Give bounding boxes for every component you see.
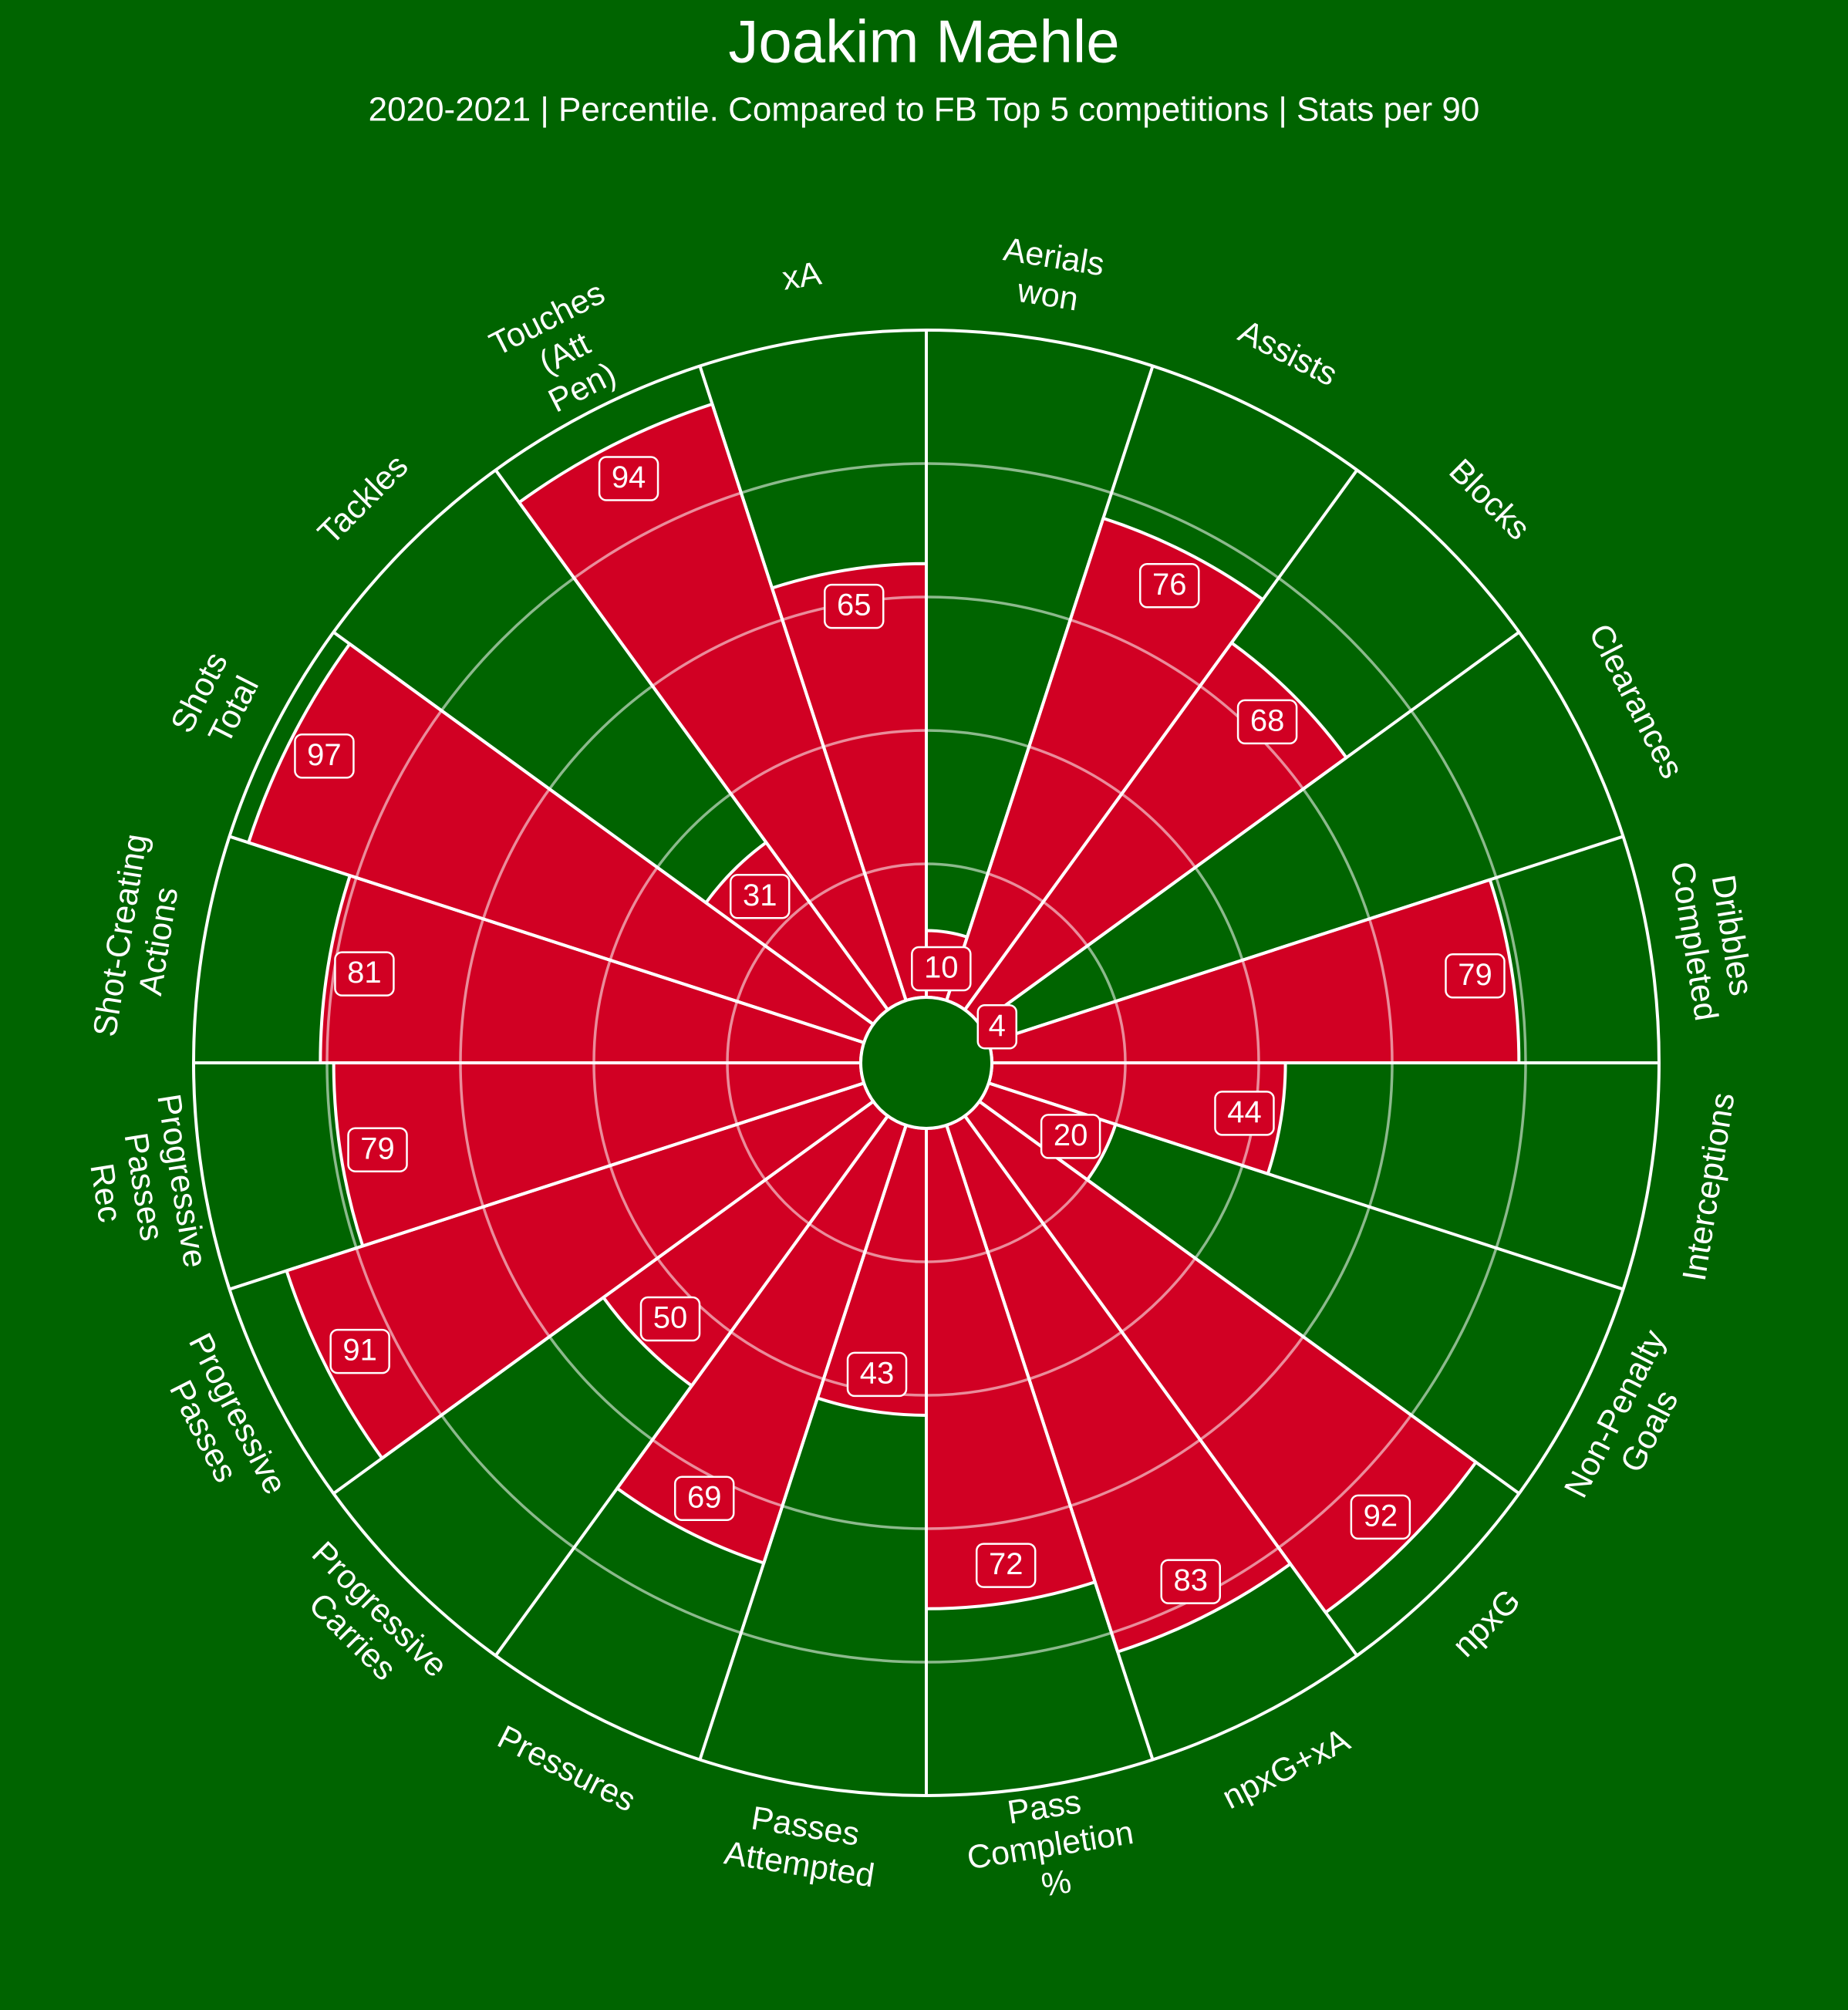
value-label-box-1 — [1139, 563, 1200, 609]
spoke-8 — [963, 1115, 1359, 1657]
value-label-16: 97 — [307, 738, 342, 772]
category-label-line: % — [1039, 1863, 1074, 1904]
value-label-box-0 — [911, 946, 972, 992]
category-label-line: xA — [780, 255, 824, 297]
value-label-11: 69 — [687, 1480, 722, 1514]
category-label-text-19: xA — [780, 255, 824, 297]
category-label-19: xA — [780, 255, 824, 297]
value-label-box-15 — [334, 951, 395, 997]
spoke-13 — [332, 1100, 875, 1496]
value-label-7: 92 — [1364, 1499, 1398, 1533]
spoke-19 — [698, 365, 908, 1001]
value-label-box-2 — [1236, 699, 1298, 745]
value-label-box-11 — [673, 1475, 735, 1522]
value-label-19: 65 — [837, 588, 872, 622]
value-label-18: 94 — [612, 460, 646, 494]
value-label-8: 83 — [1173, 1563, 1208, 1597]
category-label-line: Rec — [83, 1161, 128, 1225]
spoke-11 — [698, 1125, 908, 1761]
value-label-13: 91 — [342, 1334, 377, 1368]
value-label-box-4 — [1445, 953, 1506, 999]
value-label-0: 10 — [924, 951, 959, 985]
spoke-3 — [978, 630, 1520, 1026]
value-label-1: 76 — [1152, 568, 1187, 602]
spoke-16 — [228, 835, 865, 1044]
spokes-layer — [194, 330, 1659, 1796]
spoke-12 — [494, 1115, 889, 1657]
value-label-box-19 — [824, 583, 885, 629]
spoke-14 — [228, 1081, 865, 1291]
value-labels-layer: 10 76 68 4 79 44 20 92 83 72 43 69 50 91 79 81 97 31 94 65 — [294, 456, 1506, 1604]
spoke-2 — [963, 469, 1359, 1011]
value-label-box-8 — [1160, 1559, 1221, 1604]
value-label-17: 31 — [743, 879, 777, 912]
value-label-15: 81 — [347, 956, 382, 990]
value-label-box-3 — [976, 1003, 1018, 1050]
spoke-7 — [978, 1100, 1520, 1496]
value-label-box-6 — [1040, 1114, 1101, 1159]
value-label-box-10 — [846, 1351, 908, 1398]
value-label-4: 79 — [1458, 958, 1492, 992]
spoke-17 — [332, 630, 875, 1026]
value-label-box-7 — [1350, 1494, 1411, 1540]
center-hole — [859, 996, 993, 1130]
value-label-box-12 — [639, 1296, 701, 1342]
value-label-box-16 — [294, 734, 355, 779]
value-label-box-5 — [1214, 1091, 1275, 1136]
value-label-9: 72 — [989, 1547, 1023, 1581]
value-label-2: 68 — [1250, 703, 1285, 737]
value-label-box-18 — [598, 456, 659, 501]
value-label-box-9 — [975, 1543, 1037, 1588]
value-label-3: 4 — [989, 1009, 1006, 1043]
value-label-12: 50 — [653, 1301, 688, 1335]
value-label-box-13 — [329, 1328, 390, 1374]
chart-title: Joakim Mæhle — [728, 8, 1119, 76]
spoke-9 — [945, 1125, 1155, 1761]
value-label-box-17 — [729, 873, 791, 919]
value-label-5: 44 — [1227, 1095, 1262, 1129]
value-label-box-14 — [347, 1127, 408, 1172]
spoke-1 — [945, 365, 1155, 1001]
spoke-4 — [988, 835, 1624, 1044]
value-label-6: 20 — [1054, 1118, 1088, 1152]
spoke-18 — [494, 469, 889, 1011]
chart-subtitle: 2020-2021 | Percentile. Compared to FB T… — [369, 91, 1480, 129]
value-label-14: 79 — [360, 1131, 395, 1165]
value-label-10: 43 — [860, 1356, 895, 1390]
